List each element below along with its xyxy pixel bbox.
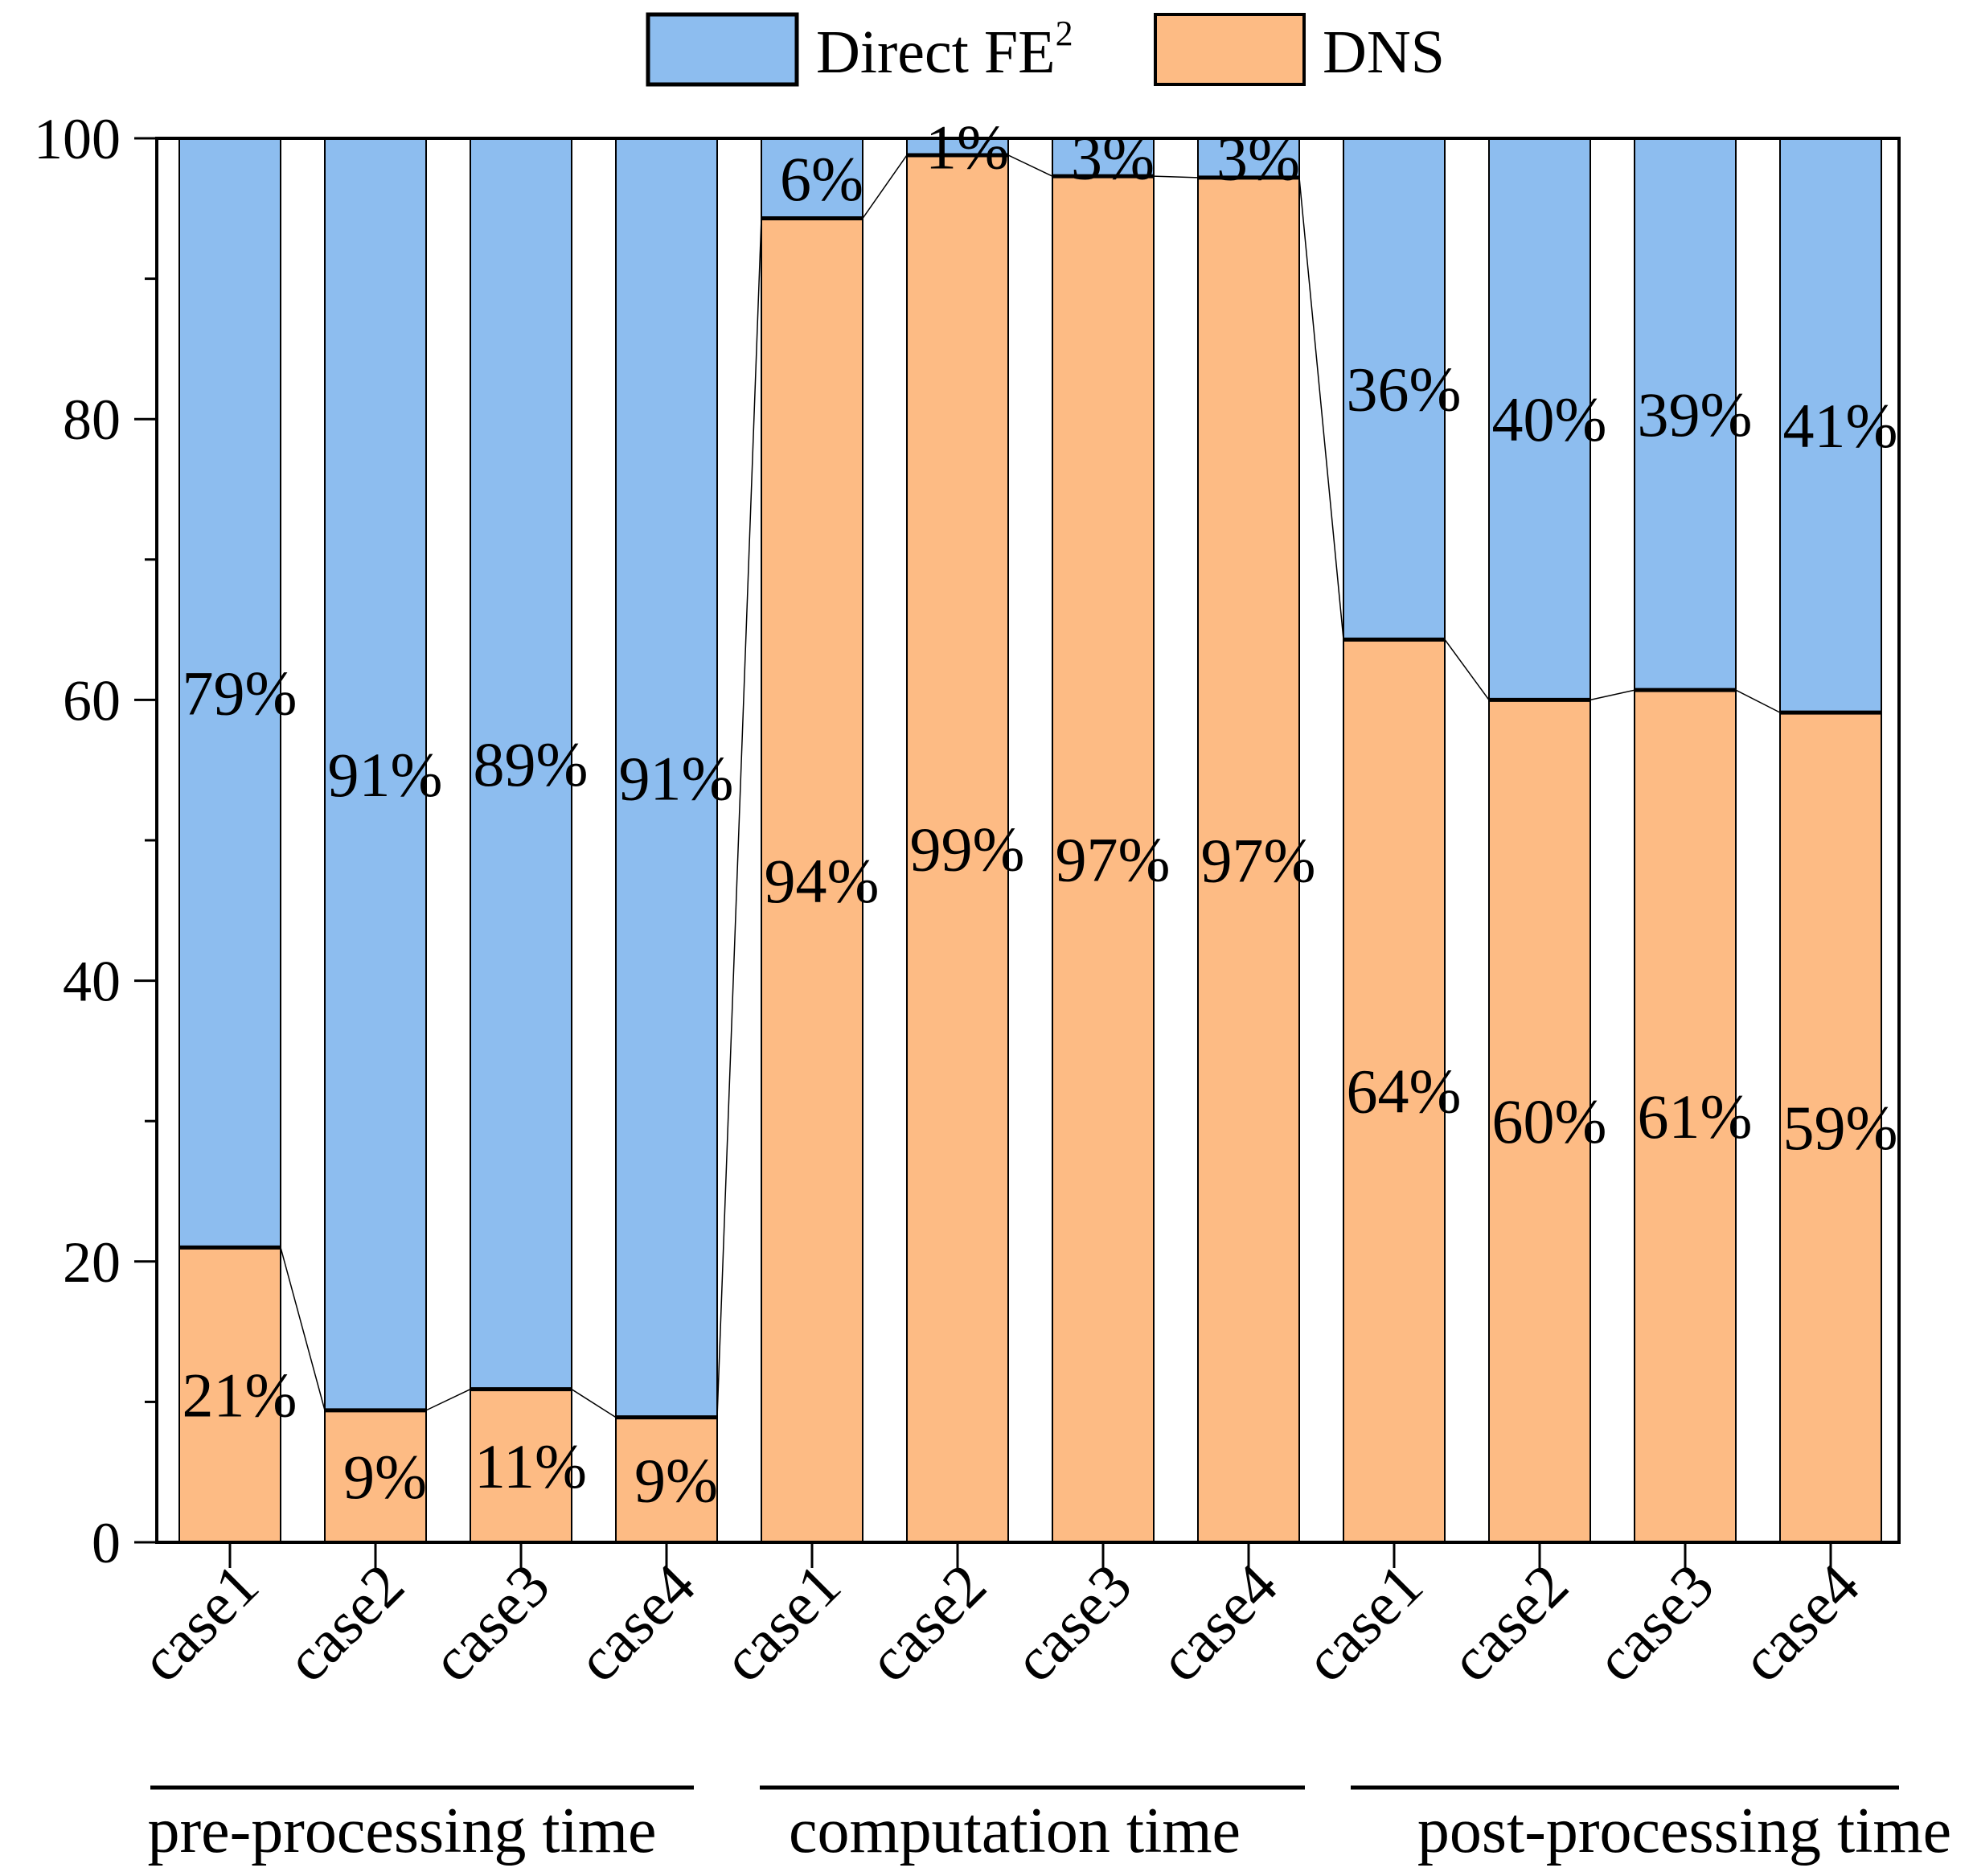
connector-line <box>280 1247 326 1411</box>
data-label-direct-fe2: 1% <box>925 112 1009 182</box>
bar-direct-fe2 <box>470 138 572 1390</box>
connector-line <box>1444 638 1490 700</box>
connector-line <box>1298 177 1344 640</box>
data-label-direct-fe2: 79% <box>183 659 297 729</box>
connector-line <box>862 154 908 219</box>
x-category-label: case2 <box>1438 1551 1581 1695</box>
x-category-label: case3 <box>419 1551 563 1695</box>
y-tick-label: 100 <box>34 107 121 171</box>
group-label: post-processing time <box>1417 1796 1951 1866</box>
y-tick-label: 0 <box>92 1511 121 1575</box>
x-category-label: case4 <box>1729 1551 1873 1695</box>
bar-dns <box>1197 176 1300 1544</box>
legend: Direct FE2 DNS <box>646 12 1445 87</box>
data-label-dns: 97% <box>1201 825 1316 895</box>
bar-dns <box>761 217 863 1544</box>
group-label: pre-processing time <box>147 1796 656 1866</box>
data-label-dns: 99% <box>910 814 1025 884</box>
y-tick-label: 20 <box>63 1230 121 1295</box>
x-category-label: case2 <box>855 1551 999 1695</box>
data-label-dns: 94% <box>765 846 880 916</box>
y-tick-label: 80 <box>63 388 121 452</box>
data-label-direct-fe2: 3% <box>1071 123 1155 193</box>
data-label-direct-fe2: 3% <box>1216 123 1300 193</box>
bar-dns <box>1052 175 1155 1544</box>
y-tick-label: 40 <box>63 950 121 1014</box>
x-category-label: case1 <box>128 1551 272 1695</box>
x-category-label: case1 <box>710 1551 854 1695</box>
bar-direct-fe2 <box>1197 138 1300 179</box>
data-label-dns: 59% <box>1783 1093 1898 1163</box>
x-category-label: case4 <box>1146 1551 1290 1695</box>
data-label-dns: 61% <box>1638 1082 1753 1151</box>
x-category-label: case3 <box>1583 1551 1727 1695</box>
axes: 0 20 40 60 80 100 <box>34 107 1901 1575</box>
connector-line <box>1589 689 1635 701</box>
group-labels: pre-processing time computation time post-… <box>147 1785 1951 1866</box>
x-category-label: case2 <box>273 1551 417 1695</box>
bar-dns <box>1634 689 1737 1543</box>
bar-direct-fe2 <box>1488 138 1591 701</box>
data-label-dns: 9% <box>343 1442 427 1512</box>
data-labels: 21% 79% 9% 91% 11% 89% 9% 91% 94% 6% 99% 1% 97% 3% 97%… <box>183 112 1898 1515</box>
y-tick-label: 60 <box>63 668 121 733</box>
bar-direct-fe2 <box>178 138 281 1249</box>
x-category-label: case4 <box>564 1551 708 1695</box>
connector-line <box>1735 689 1781 713</box>
bar-dns <box>178 1246 281 1543</box>
data-label-direct-fe2: 41% <box>1783 391 1898 461</box>
data-label-dns: 60% <box>1492 1086 1607 1156</box>
connector-line <box>571 1389 617 1418</box>
connector-line <box>1153 175 1199 179</box>
connector-line <box>425 1389 471 1411</box>
legend-swatch-direct-fe2 <box>646 12 799 87</box>
data-label-dns: 64% <box>1347 1057 1462 1127</box>
data-label-direct-fe2: 91% <box>328 740 443 810</box>
connector-line <box>1007 154 1053 177</box>
bar-direct-fe2 <box>1634 138 1737 692</box>
x-axis-labels: case1 case2 case3 case4 case1 case2 case3 case4… <box>128 1551 1873 1695</box>
data-label-direct-fe2: 91% <box>619 743 734 813</box>
bar-direct-fe2 <box>1779 138 1882 714</box>
data-label-direct-fe2: 39% <box>1638 380 1753 450</box>
data-label-direct-fe2: 89% <box>474 729 589 799</box>
bar-direct-fe2 <box>615 138 718 1418</box>
bar-dns <box>1343 638 1446 1543</box>
legend-label-dns: DNS <box>1323 18 1445 86</box>
bar-direct-fe2 <box>1052 138 1155 178</box>
data-label-dns: 21% <box>183 1361 297 1431</box>
x-category-label: case3 <box>1001 1551 1145 1695</box>
legend-label-direct-fe2: Direct FE2 <box>816 14 1073 86</box>
data-label-dns: 11% <box>474 1431 587 1501</box>
legend-swatch-dns <box>1154 13 1306 86</box>
bar-direct-fe2 <box>761 138 863 220</box>
connector-lines <box>280 154 1781 1418</box>
connector-line <box>716 218 762 1418</box>
data-label-dns: 97% <box>1056 825 1171 895</box>
data-label-direct-fe2: 6% <box>780 144 863 214</box>
data-label-dns: 9% <box>634 1445 718 1515</box>
data-label-direct-fe2: 36% <box>1347 355 1462 425</box>
bar-dns <box>324 1409 427 1543</box>
data-label-direct-fe2: 40% <box>1492 384 1607 454</box>
group-label: computation time <box>789 1796 1241 1866</box>
x-category-label: case1 <box>1292 1551 1436 1695</box>
bar-dns <box>1779 712 1882 1543</box>
bars <box>178 137 1882 1544</box>
